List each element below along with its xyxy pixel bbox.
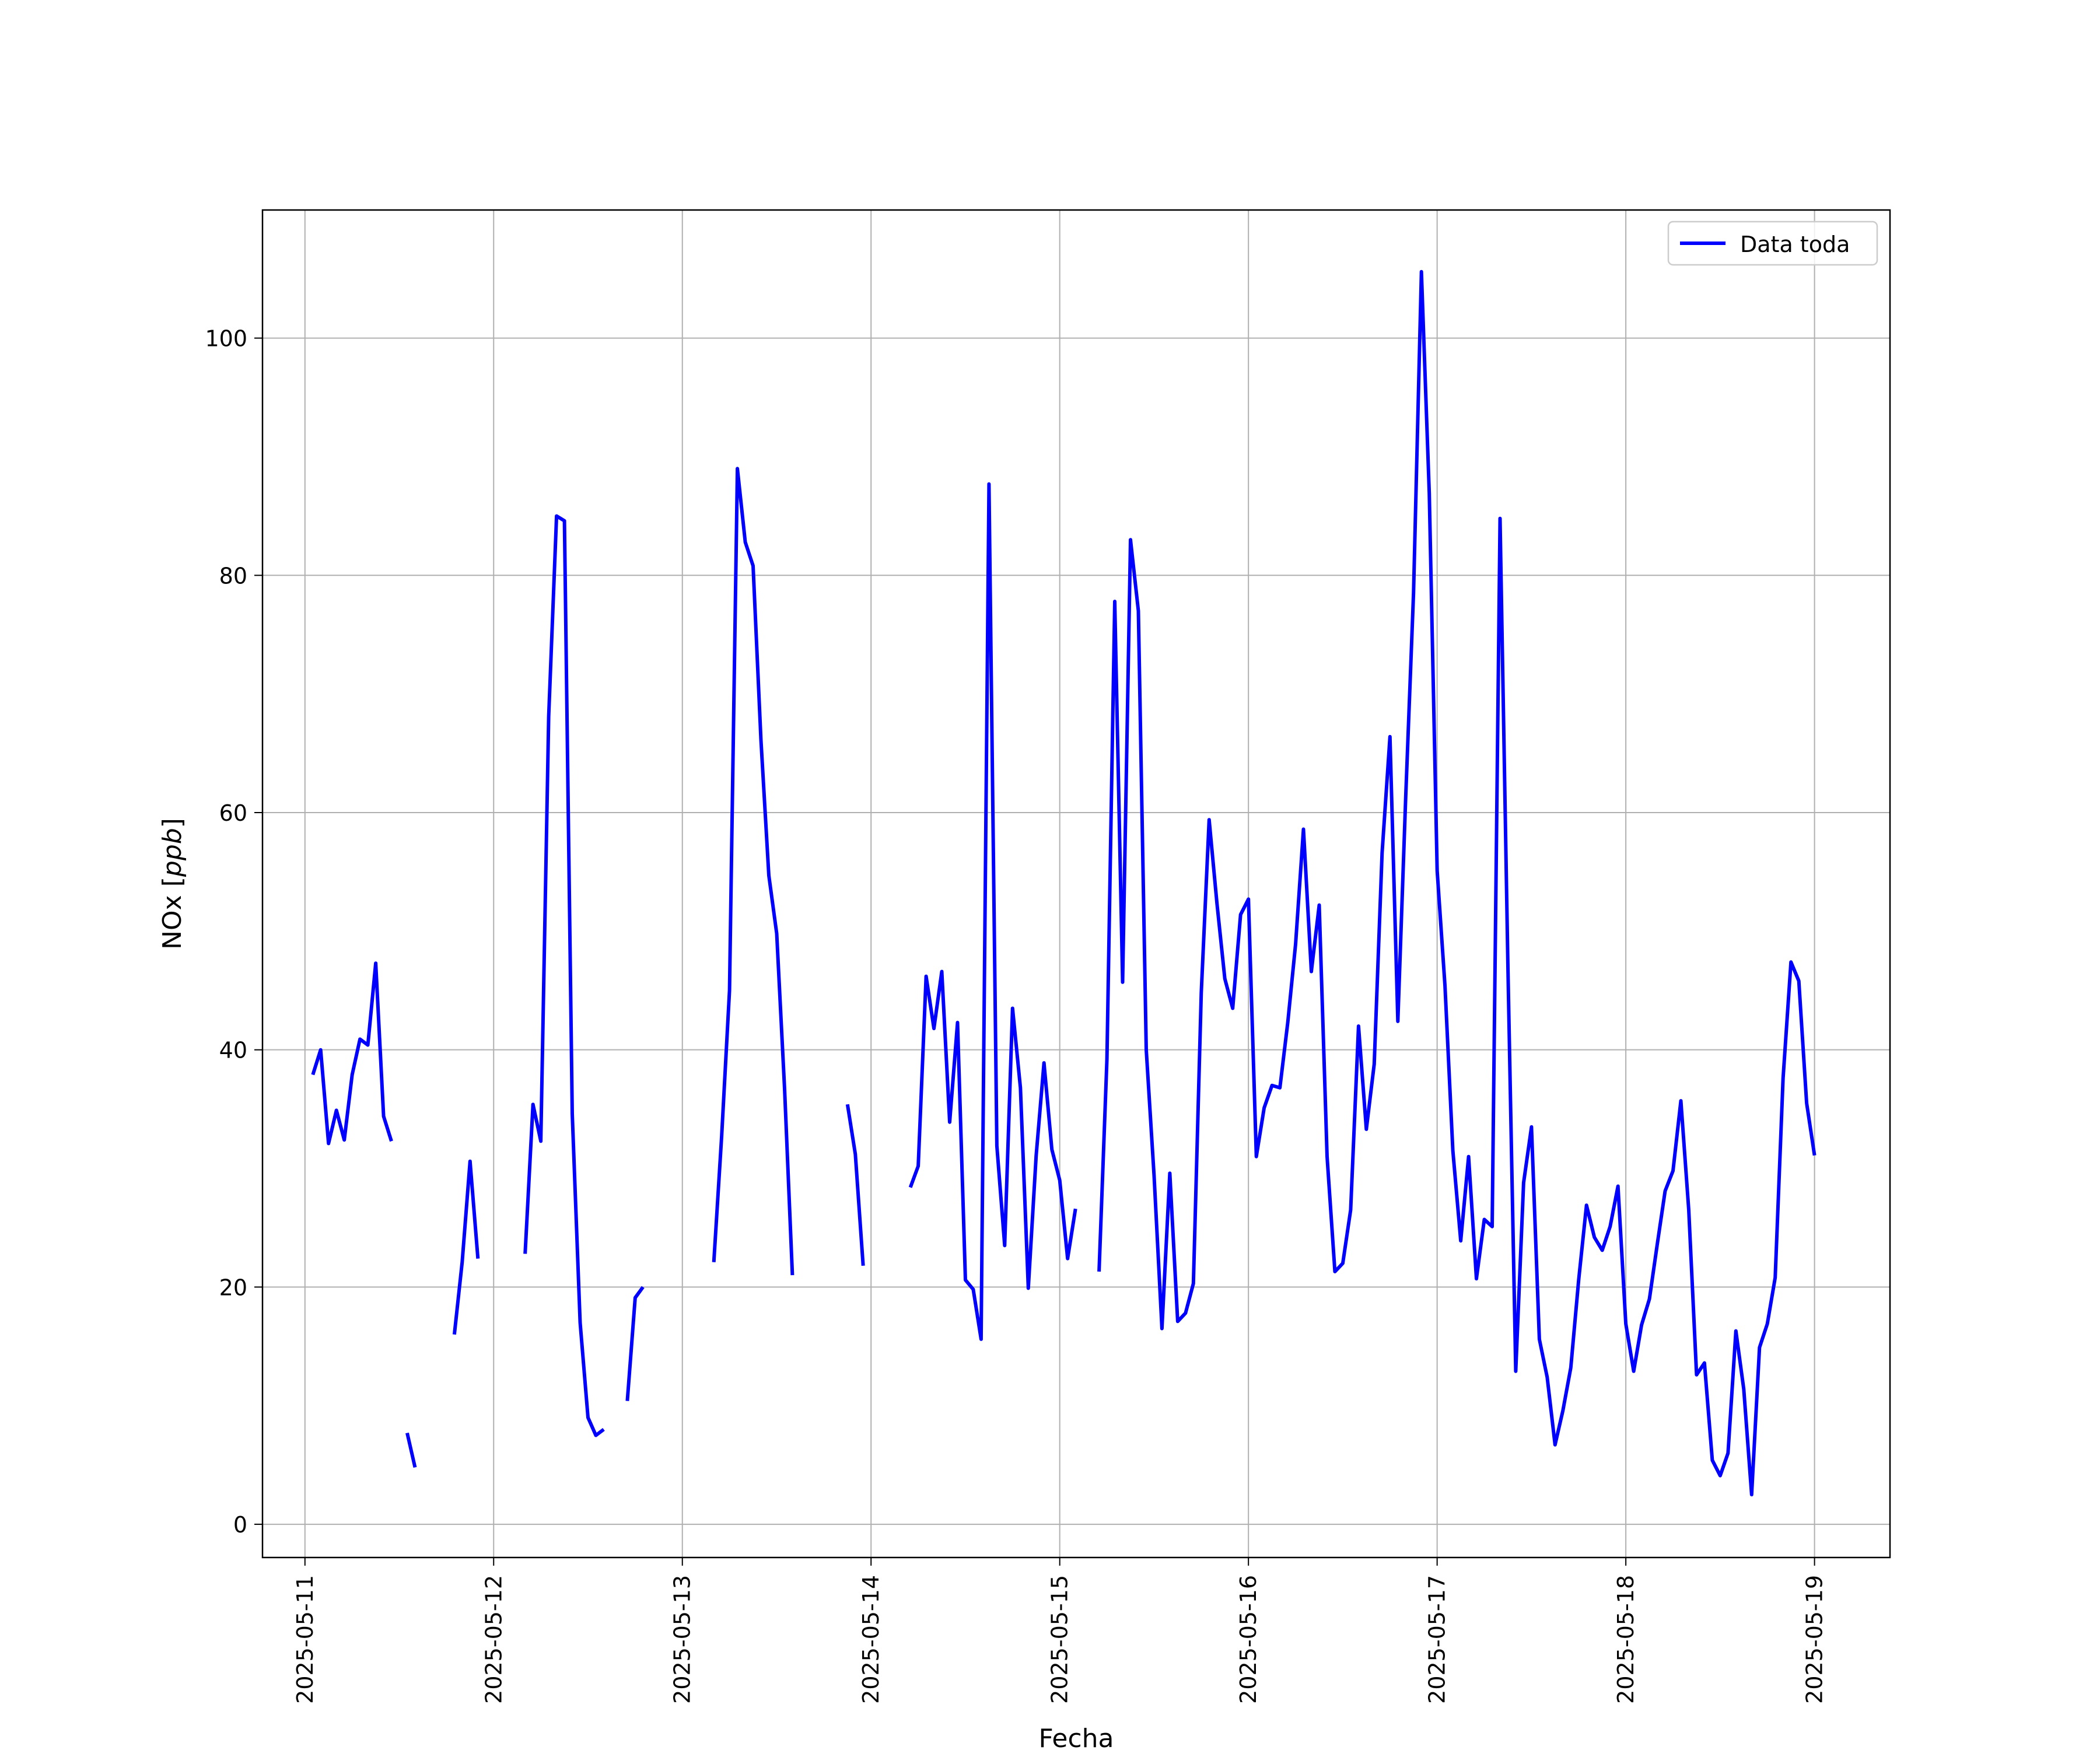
y-axis-label: NOx [ppb]: [158, 818, 187, 950]
series-line-segment: [452, 1159, 480, 1335]
x-tick-label: 2025-05-15: [1047, 1575, 1073, 1704]
x-tick-label: 2025-05-14: [858, 1575, 884, 1704]
y-axis-label-prefix: NOx: [158, 887, 187, 950]
series-line-segment: [523, 514, 605, 1437]
grid: [262, 210, 1890, 1558]
series-layer: [311, 270, 1817, 1497]
y-tick-label: 100: [205, 326, 247, 352]
legend-box: [1667, 220, 1878, 266]
legend: Data toda: [1667, 220, 1878, 266]
y-axis-label-bracket-open: [: [158, 877, 187, 887]
y-tick-label: 60: [219, 800, 247, 826]
series-line-segment: [908, 482, 1077, 1341]
x-tick-label: 2025-05-13: [670, 1575, 695, 1704]
x-tick-label: 2025-05-11: [292, 1575, 318, 1704]
y-tick-label: 20: [219, 1275, 247, 1300]
series-line-segment: [625, 1286, 645, 1401]
y-tick-label: 0: [233, 1512, 247, 1538]
series-line-segment: [712, 467, 794, 1276]
y-axis-label-bracket-close: ]: [158, 818, 187, 828]
y-tick-label: 40: [219, 1038, 247, 1063]
x-tick-label: 2025-05-17: [1424, 1575, 1450, 1704]
x-tick-label: 2025-05-19: [1802, 1575, 1828, 1704]
x-axis-label: Fecha: [1038, 1724, 1114, 1750]
axes-frame: [261, 209, 1891, 1559]
series-line-segment: [311, 961, 393, 1146]
y-tick-label: 80: [219, 563, 247, 589]
series-line-segment: [405, 1432, 417, 1468]
x-tick-label: 2025-05-18: [1613, 1575, 1639, 1704]
series-line-segment: [845, 1104, 865, 1266]
x-tick-label: 2025-05-16: [1236, 1575, 1261, 1704]
x-tick-label: 2025-05-12: [481, 1575, 506, 1704]
y-axis-label-unit: ppb: [158, 828, 187, 877]
legend-label-data-toda: Data toda: [1740, 232, 1850, 257]
series-line-segment: [1097, 270, 1817, 1497]
ticks: 2025-05-11 2025-05-12 2025-05-13 2025-05-14…: [205, 326, 1827, 1704]
